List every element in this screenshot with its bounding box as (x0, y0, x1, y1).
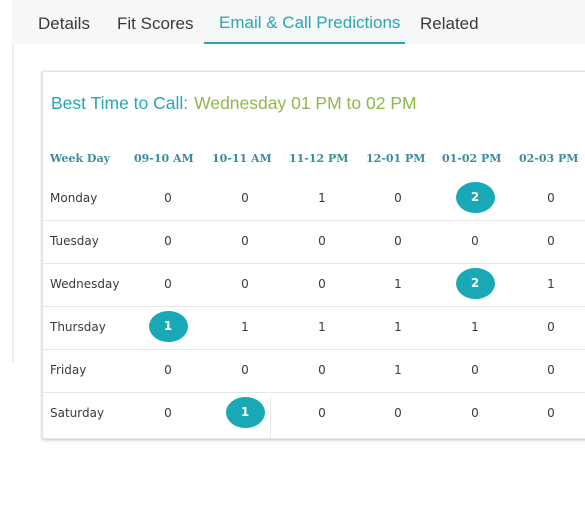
table-cell: 0 (241, 234, 249, 248)
table-row: Monday 0 0 1 0 2 0 (43, 177, 585, 221)
best-time-label: Best Time to Call: (51, 93, 189, 113)
table-cell: 1 (394, 363, 402, 377)
tab-bar: Details Fit Scores Email & Call Predicti… (12, 0, 585, 44)
table-cell: 0 (241, 363, 249, 377)
table-cell: 1 (241, 320, 249, 334)
tab-email-call-predictions[interactable]: Email & Call Predictions (219, 13, 401, 32)
table-row: Thursday 1 1 1 1 1 0 (43, 306, 585, 350)
call-prediction-card: Best Time to Call: Wednesday 01 PM to 02 … (42, 71, 585, 439)
tab-related[interactable]: Related (420, 14, 479, 33)
table-cell: 0 (471, 363, 479, 377)
col-header-10-11-am: 10-11 AM (212, 152, 272, 165)
table-cell: 0 (394, 234, 402, 248)
table-cell: 0 (394, 406, 402, 420)
table-row: Friday 0 0 0 1 0 0 (43, 349, 585, 393)
table-cell: 1 (318, 320, 326, 334)
col-header-09-10-am: 09-10 AM (134, 152, 194, 165)
table-row: Wednesday 0 0 0 1 2 1 (43, 263, 585, 307)
peak-count-badge: 1 (225, 397, 265, 428)
table-row: Tuesday 0 0 0 0 0 0 (43, 220, 585, 264)
table-cell-highlighted: 2 (455, 177, 495, 220)
table-cell: 0 (547, 363, 555, 377)
table-cell: 0 (471, 406, 479, 420)
table-cell: 0 (241, 191, 249, 205)
table-cell: 0 (241, 277, 249, 291)
table-cell: 0 (547, 234, 555, 248)
table-cell: 0 (471, 234, 479, 248)
col-header-12-01-pm: 12-01 PM (366, 152, 426, 165)
row-day-label: Saturday (50, 406, 105, 420)
table-cell: 0 (318, 406, 326, 420)
table-cell: 0 (318, 277, 326, 291)
col-header-11-12-pm: 11-12 PM (289, 152, 349, 165)
table-row: Saturday 0 1 0 0 0 0 (43, 392, 585, 435)
col-header-01-02-pm: 01-02 PM (442, 152, 502, 165)
peak-count-badge: 1 (148, 311, 188, 342)
table-cell-highlighted: 2 (455, 263, 495, 306)
table-cell: 0 (547, 320, 555, 334)
row-day-label: Friday (50, 363, 87, 377)
best-time-to-call: Best Time to Call: Wednesday 01 PM to 02 … (51, 93, 417, 114)
active-tab-indicator (204, 42, 405, 44)
table-cell: 0 (164, 191, 172, 205)
table-cell: 0 (318, 234, 326, 248)
table-cell: 1 (318, 191, 326, 205)
peak-count-badge: 2 (455, 182, 495, 213)
table-cell: 1 (394, 320, 402, 334)
column-divider (270, 396, 271, 438)
row-day-label: Tuesday (50, 234, 99, 248)
table-cell: 0 (164, 363, 172, 377)
row-day-label: Monday (50, 191, 98, 205)
col-header-02-03-pm: 02-03 PM (519, 152, 579, 165)
tab-details[interactable]: Details (38, 14, 90, 33)
table-cell: 0 (164, 277, 172, 291)
table-cell: 1 (547, 277, 555, 291)
table-cell-highlighted: 1 (225, 392, 265, 435)
panel-border (12, 44, 14, 362)
table-cell-highlighted: 1 (148, 306, 188, 349)
row-day-label: Thursday (50, 320, 106, 334)
table-cell: 0 (547, 406, 555, 420)
table-cell: 0 (318, 363, 326, 377)
tab-fit-scores[interactable]: Fit Scores (117, 14, 194, 33)
table-cell: 0 (394, 191, 402, 205)
best-time-value: Wednesday 01 PM to 02 PM (194, 93, 417, 113)
table-cell: 0 (164, 406, 172, 420)
table-cell: 1 (471, 320, 479, 334)
table-cell: 0 (547, 191, 555, 205)
table-cell: 0 (164, 234, 172, 248)
table-cell: 1 (394, 277, 402, 291)
peak-count-badge: 2 (455, 268, 495, 299)
row-day-label: Wednesday (50, 277, 120, 291)
col-header-week-day: Week Day (50, 152, 110, 165)
